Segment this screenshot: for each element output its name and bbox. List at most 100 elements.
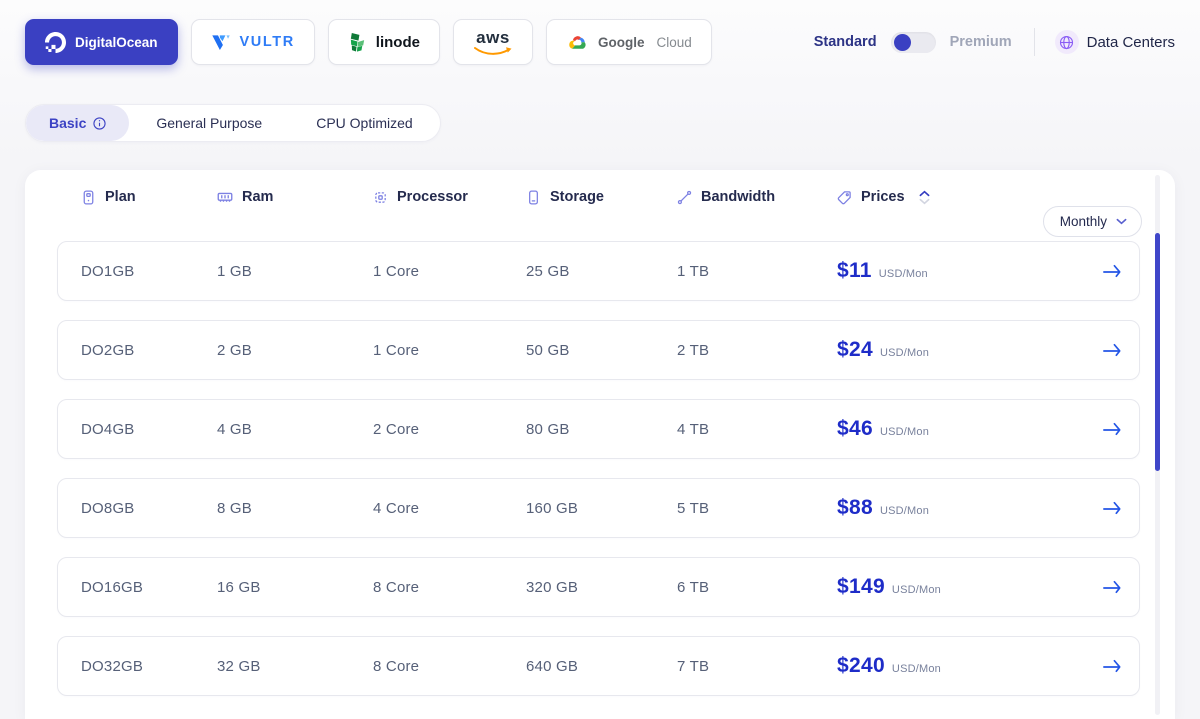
column-label: Ram bbox=[242, 189, 274, 205]
server-icon bbox=[80, 189, 97, 206]
plan-cell: DO2GB bbox=[81, 341, 135, 359]
toggle-knob bbox=[893, 33, 911, 51]
column-label: Plan bbox=[105, 189, 136, 205]
data-centers-label: Data Centers bbox=[1086, 33, 1175, 51]
table-row[interactable]: DO32GB 32 GB 8 Core 640 GB 7 TB $240 USD… bbox=[57, 636, 1140, 696]
arrow-cell bbox=[1067, 573, 1129, 601]
ram-cell: 8 GB bbox=[217, 499, 252, 517]
bandwidth-cell: 1 TB bbox=[677, 262, 710, 280]
price-cell: $46 USD/Mon bbox=[837, 417, 1067, 441]
column-label: Processor bbox=[397, 189, 468, 205]
table-row[interactable]: DO8GB 8 GB 4 Core 160 GB 5 TB $88 USD/Mo… bbox=[57, 478, 1140, 538]
provider-tab-linode[interactable]: linode bbox=[327, 19, 440, 65]
plan-cell: DO4GB bbox=[81, 420, 135, 438]
processor-cell: 1 Core bbox=[373, 262, 420, 280]
billing-period-select[interactable]: Monthly bbox=[1042, 206, 1142, 237]
row-detail-arrow-button[interactable] bbox=[1096, 652, 1129, 680]
header-right-controls: Standard Premium Data Centers bbox=[814, 28, 1175, 56]
column-header-storage[interactable]: Storage bbox=[525, 189, 676, 206]
price-value: $11 bbox=[837, 259, 872, 282]
tab-cpu-optimized[interactable]: CPU Optimized bbox=[289, 105, 439, 141]
arrow-right-icon bbox=[1102, 421, 1123, 437]
row-detail-arrow-button[interactable] bbox=[1096, 336, 1129, 364]
ram-cell: 4 GB bbox=[217, 420, 252, 438]
data-centers-link[interactable]: Data Centers bbox=[1054, 30, 1175, 54]
column-header-bandwidth[interactable]: Bandwidth bbox=[676, 189, 836, 206]
column-header-processor[interactable]: Processor bbox=[372, 189, 525, 206]
standard-premium-toggle[interactable] bbox=[890, 31, 936, 53]
scrollbar-track[interactable] bbox=[1155, 175, 1160, 715]
processor-cell: 1 Core bbox=[373, 341, 420, 359]
ram-cell: 16 GB bbox=[217, 578, 261, 596]
row-detail-arrow-button[interactable] bbox=[1096, 415, 1129, 443]
plan-rows: DO1GB 1 GB 1 Core 25 GB 1 TB $11 USD/Mon… bbox=[57, 241, 1140, 696]
processor-cell: 8 Core bbox=[373, 657, 420, 675]
ram-cell: 1 GB bbox=[217, 262, 252, 280]
scrollbar-thumb[interactable] bbox=[1155, 233, 1160, 471]
arrow-cell bbox=[1067, 415, 1129, 443]
column-header-ram[interactable]: Ram bbox=[216, 188, 372, 206]
bandwidth-icon bbox=[676, 189, 693, 206]
vultr-logo-icon bbox=[211, 33, 231, 52]
pricing-panel: Plan Ram bbox=[25, 170, 1175, 719]
price-sort-control[interactable] bbox=[919, 190, 930, 205]
price-unit: USD/Mon bbox=[879, 505, 930, 517]
provider-label-primary: Google bbox=[597, 34, 645, 50]
table-row[interactable]: DO2GB 2 GB 1 Core 50 GB 2 TB $24 USD/Mon bbox=[57, 320, 1140, 380]
arrow-right-icon bbox=[1102, 658, 1123, 674]
table-row[interactable]: DO16GB 16 GB 8 Core 320 GB 6 TB $149 USD… bbox=[57, 557, 1140, 617]
storage-cell: 80 GB bbox=[526, 420, 570, 438]
tab-basic[interactable]: Basic bbox=[26, 105, 130, 141]
globe-icon bbox=[1054, 30, 1079, 54]
info-icon[interactable] bbox=[93, 116, 106, 130]
ram-cell: 32 GB bbox=[217, 657, 261, 675]
aws-logo-icon: aws bbox=[473, 29, 513, 56]
column-header-prices[interactable]: Prices bbox=[836, 189, 1080, 206]
table-row[interactable]: DO4GB 4 GB 2 Core 80 GB 4 TB $46 USD/Mon bbox=[57, 399, 1140, 459]
column-header-plan[interactable]: Plan bbox=[80, 189, 216, 206]
provider-tab-digitalocean[interactable]: DigitalOcean bbox=[25, 19, 178, 65]
processor-cell: 2 Core bbox=[373, 420, 420, 438]
price-unit: USD/Mon bbox=[891, 584, 942, 596]
provider-tab-vultr[interactable]: VULTR bbox=[190, 19, 315, 65]
storage-cell: 25 GB bbox=[526, 262, 570, 280]
provider-label: DigitalOcean bbox=[75, 34, 158, 50]
row-detail-arrow-button[interactable] bbox=[1096, 494, 1129, 522]
tab-general-purpose[interactable]: General Purpose bbox=[129, 105, 289, 141]
price-value: $24 bbox=[837, 338, 873, 361]
vertical-divider bbox=[1033, 28, 1035, 56]
arrow-right-icon bbox=[1102, 579, 1123, 595]
arrow-right-icon bbox=[1102, 500, 1123, 516]
tab-label: General Purpose bbox=[156, 115, 263, 131]
storage-cell: 640 GB bbox=[526, 657, 579, 675]
price-unit: USD/Mon bbox=[879, 426, 930, 438]
bandwidth-cell: 4 TB bbox=[677, 420, 710, 438]
row-detail-arrow-button[interactable] bbox=[1096, 573, 1129, 601]
top-bar: DigitalOcean VULTR bbox=[25, 19, 1175, 65]
bandwidth-cell: 5 TB bbox=[677, 499, 710, 517]
provider-label-secondary: Cloud bbox=[656, 34, 692, 50]
price-value: $88 bbox=[837, 496, 873, 519]
google-cloud-logo-icon bbox=[566, 33, 589, 51]
digitalocean-logo-icon bbox=[45, 31, 66, 53]
price-unit: USD/Mon bbox=[879, 347, 930, 359]
arrow-cell bbox=[1067, 257, 1129, 285]
arrow-cell bbox=[1067, 336, 1129, 364]
premium-label[interactable]: Premium bbox=[949, 34, 1012, 50]
table-header-row: Plan Ram bbox=[80, 188, 1142, 237]
row-detail-arrow-button[interactable] bbox=[1096, 257, 1129, 285]
price-cell: $11 USD/Mon bbox=[837, 259, 1067, 283]
standard-label[interactable]: Standard bbox=[813, 34, 877, 50]
bandwidth-cell: 7 TB bbox=[677, 657, 710, 675]
arrow-cell bbox=[1067, 494, 1129, 522]
table-row[interactable]: DO1GB 1 GB 1 Core 25 GB 1 TB $11 USD/Mon bbox=[57, 241, 1140, 301]
plan-cell: DO8GB bbox=[81, 499, 135, 517]
tab-label: Basic bbox=[49, 115, 87, 131]
period-cell: Monthly bbox=[836, 206, 1142, 237]
price-value: $46 bbox=[837, 417, 873, 440]
provider-tab-google-cloud[interactable]: Google Cloud bbox=[545, 19, 712, 65]
storage-icon bbox=[525, 189, 542, 206]
provider-tab-aws[interactable]: aws bbox=[452, 19, 533, 65]
category-tab-bar: Basic General Purpose CPU Optimized bbox=[25, 104, 441, 142]
price-value: $240 bbox=[837, 654, 885, 677]
